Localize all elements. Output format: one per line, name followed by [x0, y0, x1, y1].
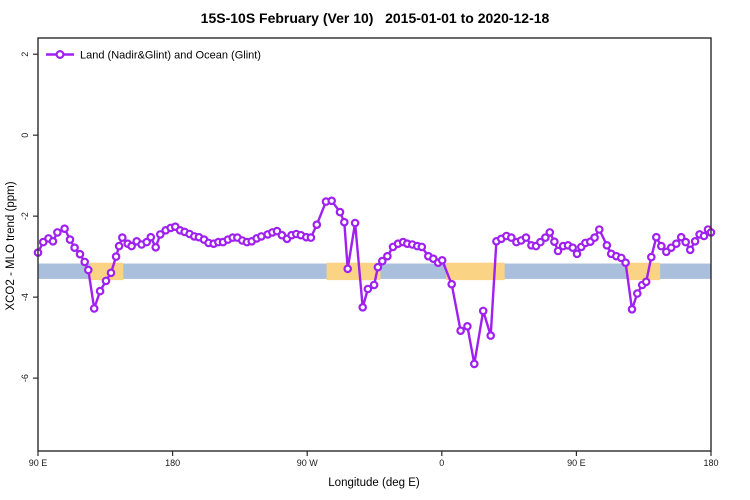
data-point-marker — [568, 243, 578, 253]
data-point-marker — [156, 230, 165, 239]
land-patch-2 — [326, 262, 381, 281]
data-point-marker — [478, 306, 488, 316]
data-point-marker — [572, 249, 582, 259]
plot-border — [37, 37, 712, 452]
data-point-marker — [48, 237, 58, 246]
y-axis-label: XCO2 - MLO trend (ppm) — [5, 181, 17, 310]
data-point-marker — [602, 241, 612, 250]
data-point-marker — [89, 304, 99, 313]
data-point-marker — [75, 249, 85, 259]
data-point-marker — [685, 245, 695, 255]
data-point-marker — [536, 237, 545, 247]
legend-marker-icon — [55, 49, 65, 59]
data-points — [33, 196, 716, 369]
y-tick-label: -4 — [20, 293, 30, 301]
highlight-bands — [38, 262, 711, 281]
x-axis-label: Longitude (deg E) — [328, 477, 420, 489]
data-point-marker — [699, 231, 709, 241]
data-point-marker — [621, 258, 630, 268]
data-point-marker — [486, 331, 496, 340]
data-point-marker — [541, 233, 550, 242]
data-point-marker — [146, 232, 156, 242]
data-point-marker — [676, 232, 686, 242]
data-point-marker — [545, 228, 555, 237]
data-point-marker — [377, 256, 387, 266]
data-point-marker — [114, 241, 124, 251]
data-point-marker — [463, 321, 472, 331]
data-series — [33, 196, 716, 369]
data-point-marker — [111, 252, 121, 261]
data-point-marker — [339, 217, 349, 227]
data-point-marker — [651, 232, 661, 242]
x-tick-label: 180 — [703, 458, 718, 468]
data-point-marker — [506, 233, 516, 242]
data-point-marker — [363, 284, 373, 294]
data-point-marker — [671, 239, 681, 249]
x-tick-label: 90 W — [297, 458, 319, 468]
data-point-marker — [95, 286, 105, 296]
data-point-marker — [373, 262, 383, 272]
axis-ticks: 90 E 180 90 W 0 90 E 180 2 0 -2 -4 -6 — [20, 52, 719, 468]
data-point-marker — [151, 243, 161, 252]
data-point-marker — [369, 280, 379, 290]
y-tick-label: 0 — [20, 133, 30, 138]
data-point-marker — [65, 235, 75, 244]
data-point-marker — [127, 241, 136, 251]
data-point-marker — [350, 218, 360, 228]
legend: Land (Nadir&Glint) and Ocean (Glint) — [46, 50, 261, 62]
data-point-marker — [632, 289, 642, 298]
y-tick-label: -2 — [20, 212, 30, 220]
data-point-marker — [553, 246, 563, 256]
data-point-marker — [437, 255, 447, 265]
chart-title: 15S-10S February (Ver 10) 2015-01-01 to … — [201, 10, 550, 26]
data-point-marker — [60, 224, 69, 234]
y-tick-label: -6 — [20, 374, 30, 382]
data-point-marker — [106, 268, 116, 278]
land-patch-1 — [90, 262, 124, 281]
data-point-marker — [306, 233, 316, 242]
land-patch-3 — [446, 262, 505, 281]
data-point-marker — [456, 326, 465, 336]
data-point-marker — [646, 252, 656, 262]
data-point-marker — [343, 264, 353, 274]
data-point-marker — [469, 359, 479, 369]
data-point-marker — [70, 243, 79, 253]
data-point-marker — [594, 225, 604, 234]
data-point-marker — [358, 302, 368, 312]
data-point-marker — [521, 233, 531, 242]
data-point-marker — [80, 257, 90, 267]
data-point-marker — [383, 251, 392, 261]
y-tick-label: 2 — [20, 52, 30, 57]
x-tick-label: 90 E — [29, 458, 48, 468]
data-point-marker — [627, 304, 637, 314]
data-point-marker — [417, 242, 427, 252]
data-point-marker — [335, 207, 345, 217]
data-point-marker — [118, 233, 127, 242]
legend-label: Land (Nadir&Glint) and Ocean (Glint) — [80, 50, 261, 62]
data-point-marker — [84, 265, 93, 275]
data-point-marker — [590, 233, 599, 242]
data-point-marker — [641, 277, 651, 287]
x-tick-label: 90 E — [567, 458, 586, 468]
data-point-marker — [101, 276, 111, 286]
data-point-marker — [327, 196, 337, 206]
data-point-marker — [656, 241, 666, 251]
x-tick-label: 180 — [165, 458, 180, 468]
land-patch-4 — [627, 262, 661, 281]
data-point-marker — [550, 237, 559, 247]
data-point-marker — [681, 237, 691, 247]
data-point-marker — [312, 220, 322, 230]
data-point-marker — [447, 279, 457, 289]
x-tick-label: 0 — [439, 458, 444, 468]
data-point-marker — [53, 228, 62, 237]
data-point-marker — [690, 237, 700, 246]
